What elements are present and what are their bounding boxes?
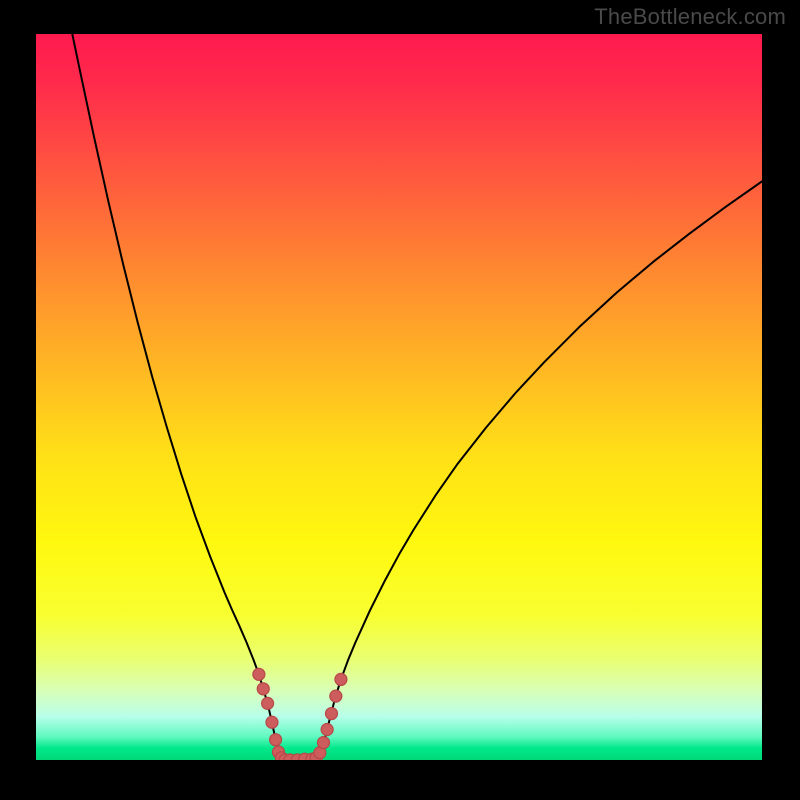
- plot-background: [36, 34, 762, 760]
- marker-point: [321, 724, 333, 736]
- plot-area: [36, 34, 762, 760]
- watermark-text: TheBottleneck.com: [594, 4, 786, 30]
- marker-point: [330, 690, 342, 702]
- plot-svg: [36, 34, 762, 760]
- marker-point: [253, 668, 265, 680]
- marker-point: [318, 737, 330, 749]
- marker-point: [257, 683, 269, 695]
- marker-point: [270, 734, 282, 746]
- marker-point: [266, 716, 278, 728]
- marker-point: [335, 673, 347, 685]
- marker-point: [325, 708, 337, 720]
- chart-container: TheBottleneck.com: [0, 0, 800, 800]
- marker-point: [262, 697, 274, 709]
